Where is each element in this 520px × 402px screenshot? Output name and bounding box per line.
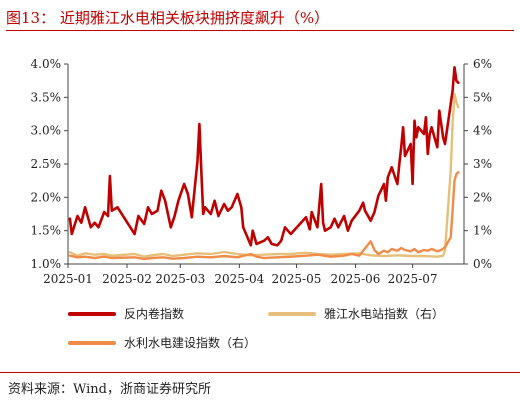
figure-title: 图13： 近期雅江水电相关板块拥挤度飙升（%） (6, 9, 330, 27)
x-tick-label: 2025-07 (388, 272, 438, 286)
y-left-tick-label: 3.5% (31, 90, 62, 104)
legend-item-series-2: 雅江水电站指数（右） (268, 305, 444, 323)
x-tick-label: 2025-02 (102, 272, 152, 286)
x-tick-label: 2025-03 (155, 272, 205, 286)
y-right-tick-label: 2% (473, 190, 492, 204)
y-right-tick-label: 1% (473, 224, 492, 238)
chart-area: 1.0% 1.5% 2.0% 2.5% 3.0% 3.5% 4.0% 0% 1% 2% 3% 4% 5%… (0, 32, 520, 332)
figure-title-bar: 图13： 近期雅江水电相关板块拥挤度飙升（%） (6, 4, 514, 31)
y-left-tick-label: 1.0% (31, 257, 62, 271)
y-left-tick-label: 3.0% (31, 124, 62, 138)
series-line-3 (68, 171, 460, 261)
legend-swatch-series-2 (268, 311, 316, 316)
y-right-tick-label: 5% (473, 90, 492, 104)
legend-swatch-series-3 (68, 340, 116, 345)
y-right-tick-label: 6% (473, 57, 492, 71)
y-right-tick-label: 0% (473, 257, 492, 271)
y-left-tick-label: 2.5% (31, 157, 62, 171)
y-left-tick-label: 2.0% (31, 190, 62, 204)
legend-swatch-series-1 (68, 311, 116, 316)
y-left-tick-label: 1.5% (31, 224, 62, 238)
x-tick-label: 2025-05 (272, 272, 322, 286)
source-bar: 资料来源：Wind，浙商证券研究所 (0, 372, 520, 397)
x-tick-label: 2025-06 (331, 272, 381, 286)
source-note: 资料来源：Wind，浙商证券研究所 (8, 382, 211, 397)
y-right-tick-label: 4% (473, 124, 492, 138)
legend-label-series-2: 雅江水电站指数（右） (324, 307, 445, 321)
y-right-tick-label: 3% (473, 157, 492, 171)
x-tick-label: 2025-01 (43, 272, 93, 286)
line-chart: 1.0% 1.5% 2.0% 2.5% 3.0% 3.5% 4.0% 0% 1% 2% 3% 4% 5%… (31, 57, 493, 286)
legend-item-series-3: 水利水电建设指数（右） (68, 334, 256, 352)
series-line-1 (68, 66, 460, 247)
legend-label-series-3: 水利水电建设指数（右） (124, 336, 257, 350)
series-line-2 (68, 92, 460, 258)
legend-item-series-1: 反内卷指数 (68, 305, 184, 323)
y-left-tick-label: 4.0% (31, 57, 62, 71)
x-tick-label: 2025-04 (214, 272, 264, 286)
legend-label-series-1: 反内卷指数 (124, 307, 185, 321)
